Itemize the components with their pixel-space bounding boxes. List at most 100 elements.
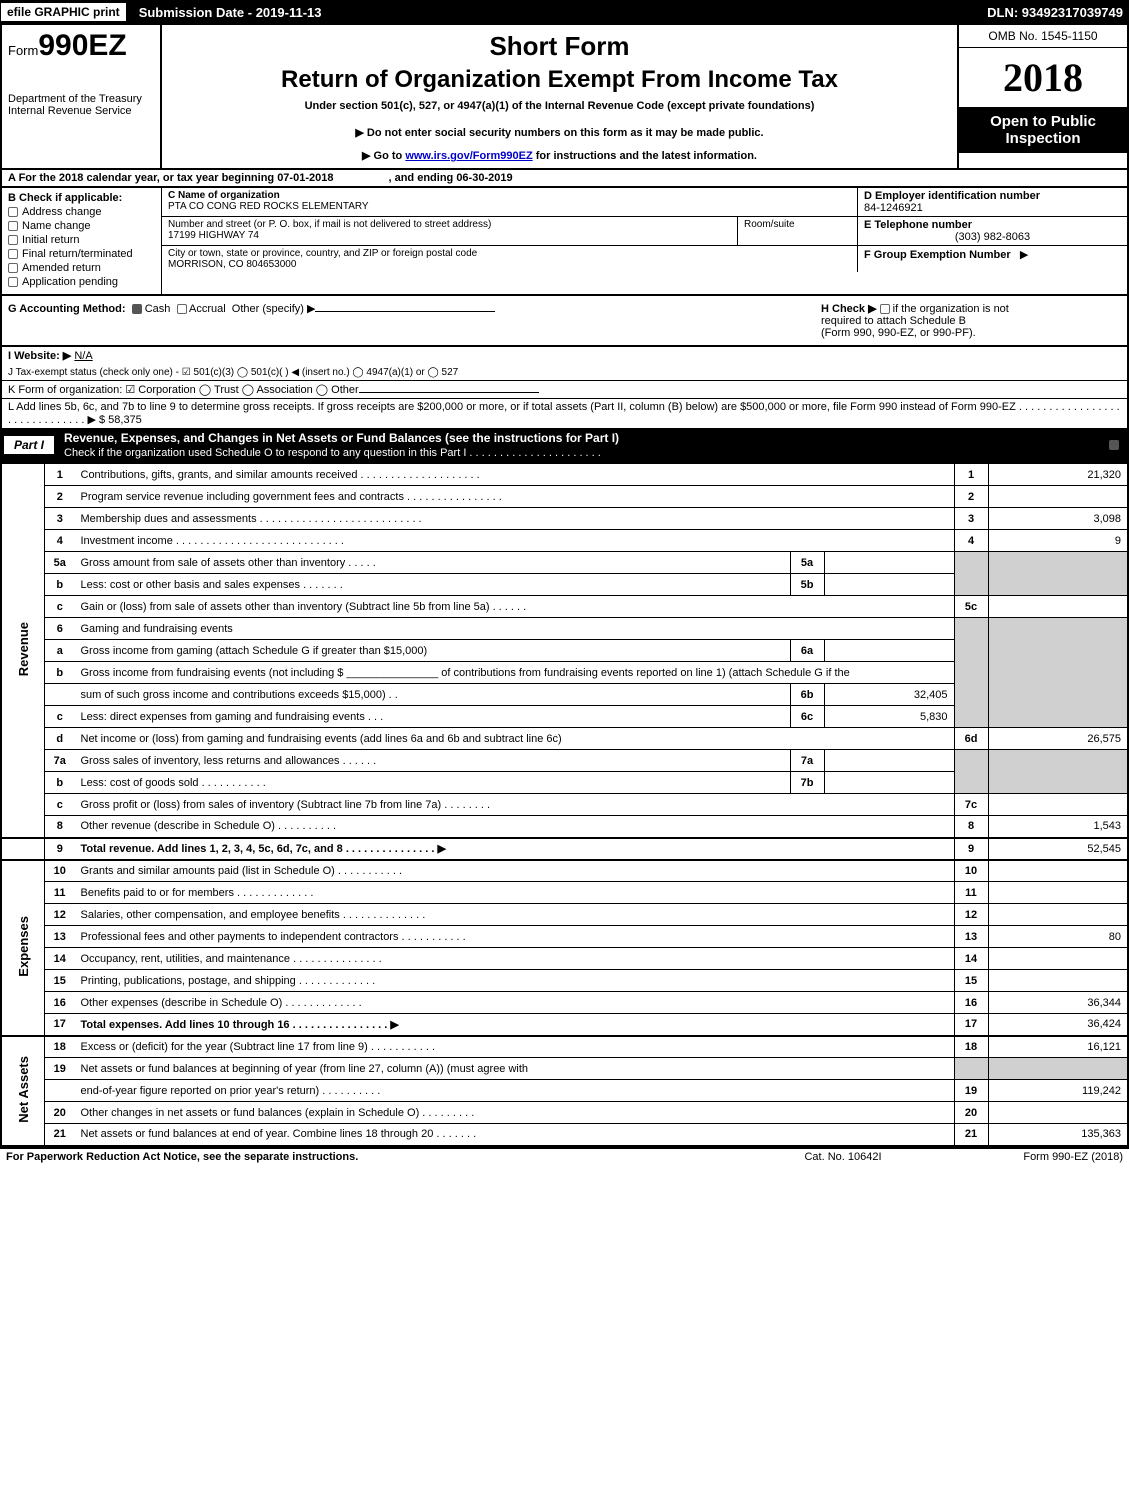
line-num: 7a [45,750,75,772]
line-rnum: 11 [954,882,988,904]
submission-date: Submission Date - 2019-11-13 [131,3,330,22]
shade-cell [954,552,988,596]
line-rval [988,486,1128,508]
line-8: 8 Other revenue (describe in Schedule O)… [1,816,1128,838]
line-2: 2 Program service revenue including gove… [1,486,1128,508]
line-midval [824,640,954,662]
line-rnum: 5c [954,596,988,618]
side-blank [1,838,45,860]
org-name: PTA CO CONG RED ROCKS ELEMENTARY [168,201,851,212]
page-footer: For Paperwork Reduction Act Notice, see … [0,1147,1129,1165]
line-rnum: 19 [954,1080,988,1102]
line-desc: Occupancy, rent, utilities, and maintena… [75,948,955,970]
submission-wrap: Submission Date - 2019-11-13 [131,3,330,22]
chk-label: Address change [22,206,102,218]
city-label: City or town, state or province, country… [168,248,851,259]
line-rval: 135,363 [988,1124,1128,1146]
irs-link[interactable]: www.irs.gov/Form990EZ [405,150,532,162]
col-b-header: B Check if applicable: [8,192,155,204]
part1-label: Part I [4,436,54,454]
chk-amended-return[interactable]: Amended return [8,262,155,274]
open-line2: Inspection [963,130,1123,147]
part1-title: Revenue, Expenses, and Changes in Net As… [56,429,1109,461]
line-12: 12 Salaries, other compensation, and emp… [1,904,1128,926]
line-num: 4 [45,530,75,552]
line-rval: 119,242 [988,1080,1128,1102]
row-gh: G Accounting Method: Cash Accrual Other … [0,296,1129,347]
line-11: 11 Benefits paid to or for members . . .… [1,882,1128,904]
cell-org-name: C Name of organization PTA CO CONG RED R… [162,188,857,216]
efile-label: efile GRAPHIC print [0,2,127,22]
line-midnum: 6a [790,640,824,662]
section-bh: B Check if applicable: Address change Na… [0,188,1129,296]
line-num: 20 [45,1102,75,1124]
addr-value: 17199 HIGHWAY 74 [168,230,731,241]
line-midnum: 6c [790,706,824,728]
line-midval [824,772,954,794]
line-num: 13 [45,926,75,948]
g-accrual: Accrual [189,303,226,315]
line-desc: Less: cost of goods sold . . . . . . . .… [75,772,791,794]
line-midnum: 6b [790,684,824,706]
line-rnum: 2 [954,486,988,508]
line-rval [988,596,1128,618]
chk-final-return[interactable]: Final return/terminated [8,248,155,260]
row-a: A For the 2018 calendar year, or tax yea… [0,170,1129,188]
line-desc: Professional fees and other payments to … [75,926,955,948]
instr2-pre: ▶ Go to [362,150,405,162]
chk-initial-return[interactable]: Initial return [8,234,155,246]
checkbox-icon[interactable] [880,304,890,314]
addr-label: Number and street (or P. O. box, if mail… [168,219,731,230]
chk-label: Final return/terminated [22,248,133,260]
line-rval: 36,344 [988,992,1128,1014]
line-desc: Membership dues and assessments . . . . … [75,508,955,530]
header-right: OMB No. 1545-1150 2018 Open to Public In… [957,25,1127,168]
part1-title-text: Revenue, Expenses, and Changes in Net As… [64,431,619,445]
line-16: 16 Other expenses (describe in Schedule … [1,992,1128,1014]
col-cdef: C Name of organization PTA CO CONG RED R… [162,188,1127,294]
line-rval [988,948,1128,970]
line-num: c [45,596,75,618]
h-text2: required to attach Schedule B [821,315,966,327]
line-desc: Total revenue. Add lines 1, 2, 3, 4, 5c,… [75,838,955,860]
g-other-blank [315,311,495,312]
line-desc: Gross profit or (loss) from sales of inv… [75,794,955,816]
line-14: 14 Occupancy, rent, utilities, and maint… [1,948,1128,970]
g-label: G Accounting Method: [8,303,126,315]
line-19: 19 Net assets or fund balances at beginn… [1,1058,1128,1080]
line-midval: 5,830 [824,706,954,728]
cell-phone: E Telephone number (303) 982-8063 [857,217,1127,245]
line-7c: c Gross profit or (loss) from sales of i… [1,794,1128,816]
line-rnum: 9 [954,838,988,860]
line-21: 21 Net assets or fund balances at end of… [1,1124,1128,1146]
dept-line2: Internal Revenue Service [8,105,154,117]
line-desc: Gross income from gaming (attach Schedul… [75,640,791,662]
line-rval: 3,098 [988,508,1128,530]
form-big: 990EZ [38,29,126,62]
line-num: 8 [45,816,75,838]
line-num [45,1080,75,1102]
line-num: 10 [45,860,75,882]
chk-application-pending[interactable]: Application pending [8,276,155,288]
line-rnum: 7c [954,794,988,816]
chk-address-change[interactable]: Address change [8,206,155,218]
line-num: b [45,772,75,794]
line-9: 9 Total revenue. Add lines 1, 2, 3, 4, 5… [1,838,1128,860]
line-desc: Printing, publications, postage, and shi… [75,970,955,992]
chk-name-change[interactable]: Name change [8,220,155,232]
line-desc: Salaries, other compensation, and employ… [75,904,955,926]
form-header: Form990EZ Department of the Treasury Int… [0,24,1129,170]
line-rnum: 16 [954,992,988,1014]
line-desc: Net assets or fund balances at end of ye… [75,1124,955,1146]
side-revenue-text: Revenue [16,622,31,676]
line-desc: Other expenses (describe in Schedule O) … [75,992,955,1014]
line-midval [824,552,954,574]
dept-line1: Department of the Treasury [8,93,154,105]
shade-cell [954,618,988,728]
i-label: I Website: ▶ [8,350,71,362]
cell-group-exemption: F Group Exemption Number ▶ [857,246,1127,272]
line-desc: Less: direct expenses from gaming and fu… [75,706,791,728]
line-rnum: 6d [954,728,988,750]
line-num: 21 [45,1124,75,1146]
g-other: Other (specify) ▶ [232,303,316,315]
